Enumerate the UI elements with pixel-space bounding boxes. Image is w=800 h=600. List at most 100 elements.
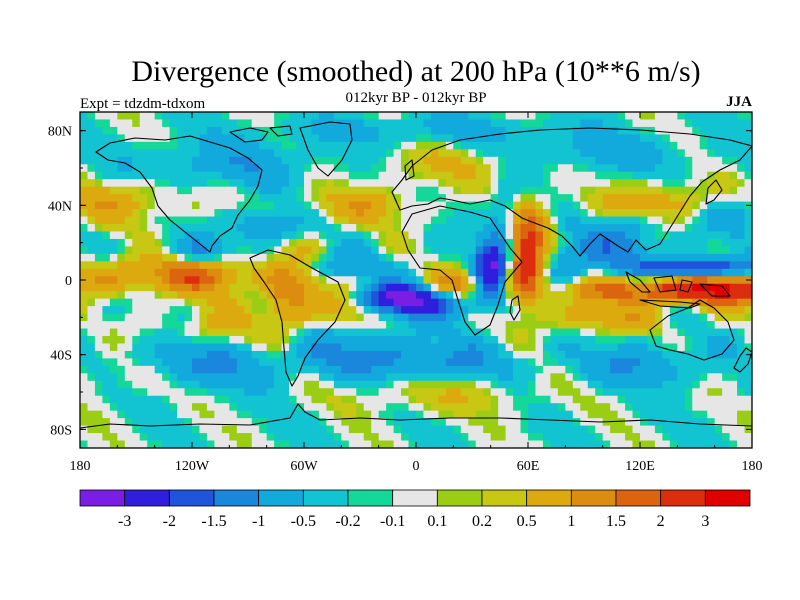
field-cell bbox=[221, 313, 230, 322]
field-cell bbox=[684, 410, 693, 419]
field-cell bbox=[654, 283, 663, 292]
field-cell bbox=[535, 171, 544, 180]
field-cell bbox=[221, 291, 230, 300]
field-cell bbox=[371, 246, 380, 255]
field-cell bbox=[438, 425, 447, 434]
field-cell bbox=[244, 403, 253, 412]
field-cell bbox=[244, 328, 253, 337]
field-cell bbox=[251, 350, 260, 359]
field-cell bbox=[475, 231, 484, 240]
field-cell bbox=[102, 358, 111, 367]
field-cell bbox=[714, 388, 723, 397]
field-cell bbox=[460, 186, 469, 195]
field-cell bbox=[423, 216, 432, 225]
field-cell bbox=[124, 194, 133, 202]
field-cell bbox=[617, 209, 626, 217]
field-cell bbox=[580, 343, 589, 352]
field-cell bbox=[94, 433, 103, 441]
field-cell bbox=[550, 283, 559, 292]
field-cell bbox=[699, 291, 708, 300]
field-cell bbox=[221, 418, 230, 426]
field-cell bbox=[669, 365, 678, 374]
field-cell bbox=[468, 395, 477, 404]
field-cell bbox=[296, 388, 305, 397]
field-cell bbox=[221, 201, 230, 210]
field-cell bbox=[520, 328, 529, 337]
field-cell bbox=[192, 321, 200, 329]
field-cell bbox=[684, 268, 693, 277]
field-cell bbox=[117, 261, 126, 270]
field-cell bbox=[595, 350, 604, 359]
field-cell bbox=[520, 126, 529, 135]
field-cell bbox=[94, 246, 103, 255]
field-cell bbox=[289, 253, 297, 262]
field-cell bbox=[214, 321, 223, 329]
field-cell bbox=[117, 201, 126, 210]
field-cell bbox=[729, 238, 738, 247]
field-cell bbox=[378, 425, 387, 434]
field-cell bbox=[184, 373, 193, 382]
field-cell bbox=[393, 403, 402, 412]
field-cell bbox=[528, 186, 536, 195]
field-cell bbox=[729, 119, 738, 128]
field-cell bbox=[236, 283, 245, 292]
field-cell bbox=[610, 126, 618, 135]
field-cell bbox=[445, 395, 454, 404]
field-cell bbox=[289, 365, 297, 374]
field-cell bbox=[177, 171, 185, 180]
field-cell bbox=[326, 209, 335, 217]
field-cell bbox=[348, 119, 357, 128]
field-cell bbox=[408, 238, 417, 247]
field-cell bbox=[654, 276, 663, 285]
field-cell bbox=[498, 276, 506, 285]
field-cell bbox=[580, 403, 589, 412]
field-cell bbox=[296, 298, 305, 307]
field-cell bbox=[147, 149, 156, 158]
field-cell bbox=[393, 171, 402, 180]
field-cell bbox=[684, 156, 693, 165]
field-cell bbox=[177, 388, 185, 397]
field-cell bbox=[296, 373, 305, 382]
field-cell bbox=[737, 291, 745, 300]
field-cell bbox=[684, 350, 693, 359]
field-cell bbox=[154, 343, 163, 352]
field-cell bbox=[401, 261, 409, 270]
field-cell bbox=[505, 433, 514, 441]
field-cell bbox=[498, 194, 506, 202]
field-cell bbox=[528, 224, 536, 232]
field-cell bbox=[737, 201, 745, 210]
field-cell bbox=[625, 395, 633, 404]
field-cell bbox=[408, 321, 417, 329]
field-cell bbox=[535, 418, 544, 426]
field-cell bbox=[423, 224, 432, 232]
field-cell bbox=[677, 291, 686, 300]
colorbar-label: -0.1 bbox=[380, 513, 405, 530]
field-cell bbox=[610, 141, 618, 150]
field-cell bbox=[124, 209, 133, 217]
field-cell bbox=[475, 336, 484, 344]
field-cell bbox=[236, 194, 245, 202]
field-cell bbox=[565, 276, 574, 285]
field-cell bbox=[139, 209, 148, 217]
field-cell bbox=[707, 261, 716, 270]
field-cell bbox=[602, 171, 611, 180]
field-cell bbox=[602, 388, 611, 397]
field-cell bbox=[296, 224, 305, 232]
field-cell bbox=[707, 433, 716, 441]
field-cell bbox=[281, 313, 290, 322]
field-cell bbox=[162, 134, 170, 143]
field-cell bbox=[221, 425, 230, 434]
field-cell bbox=[162, 433, 170, 441]
field-cell bbox=[699, 134, 708, 143]
field-cell bbox=[677, 350, 686, 359]
field-cell bbox=[289, 224, 297, 232]
field-cell bbox=[714, 186, 723, 195]
field-cell bbox=[647, 201, 656, 210]
field-cell bbox=[326, 224, 335, 232]
field-cell bbox=[453, 425, 462, 434]
field-cell bbox=[572, 253, 581, 262]
field-cell bbox=[542, 179, 551, 188]
field-cell bbox=[154, 186, 163, 195]
field-cell bbox=[221, 410, 230, 419]
field-cell bbox=[513, 268, 521, 277]
